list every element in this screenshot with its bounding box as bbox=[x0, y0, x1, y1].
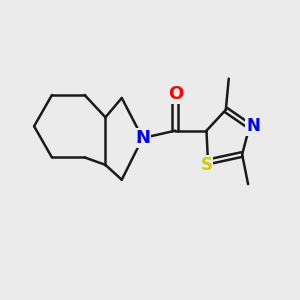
Text: O: O bbox=[168, 85, 183, 103]
Text: N: N bbox=[246, 117, 260, 135]
Text: S: S bbox=[200, 156, 212, 174]
Text: N: N bbox=[135, 129, 150, 147]
